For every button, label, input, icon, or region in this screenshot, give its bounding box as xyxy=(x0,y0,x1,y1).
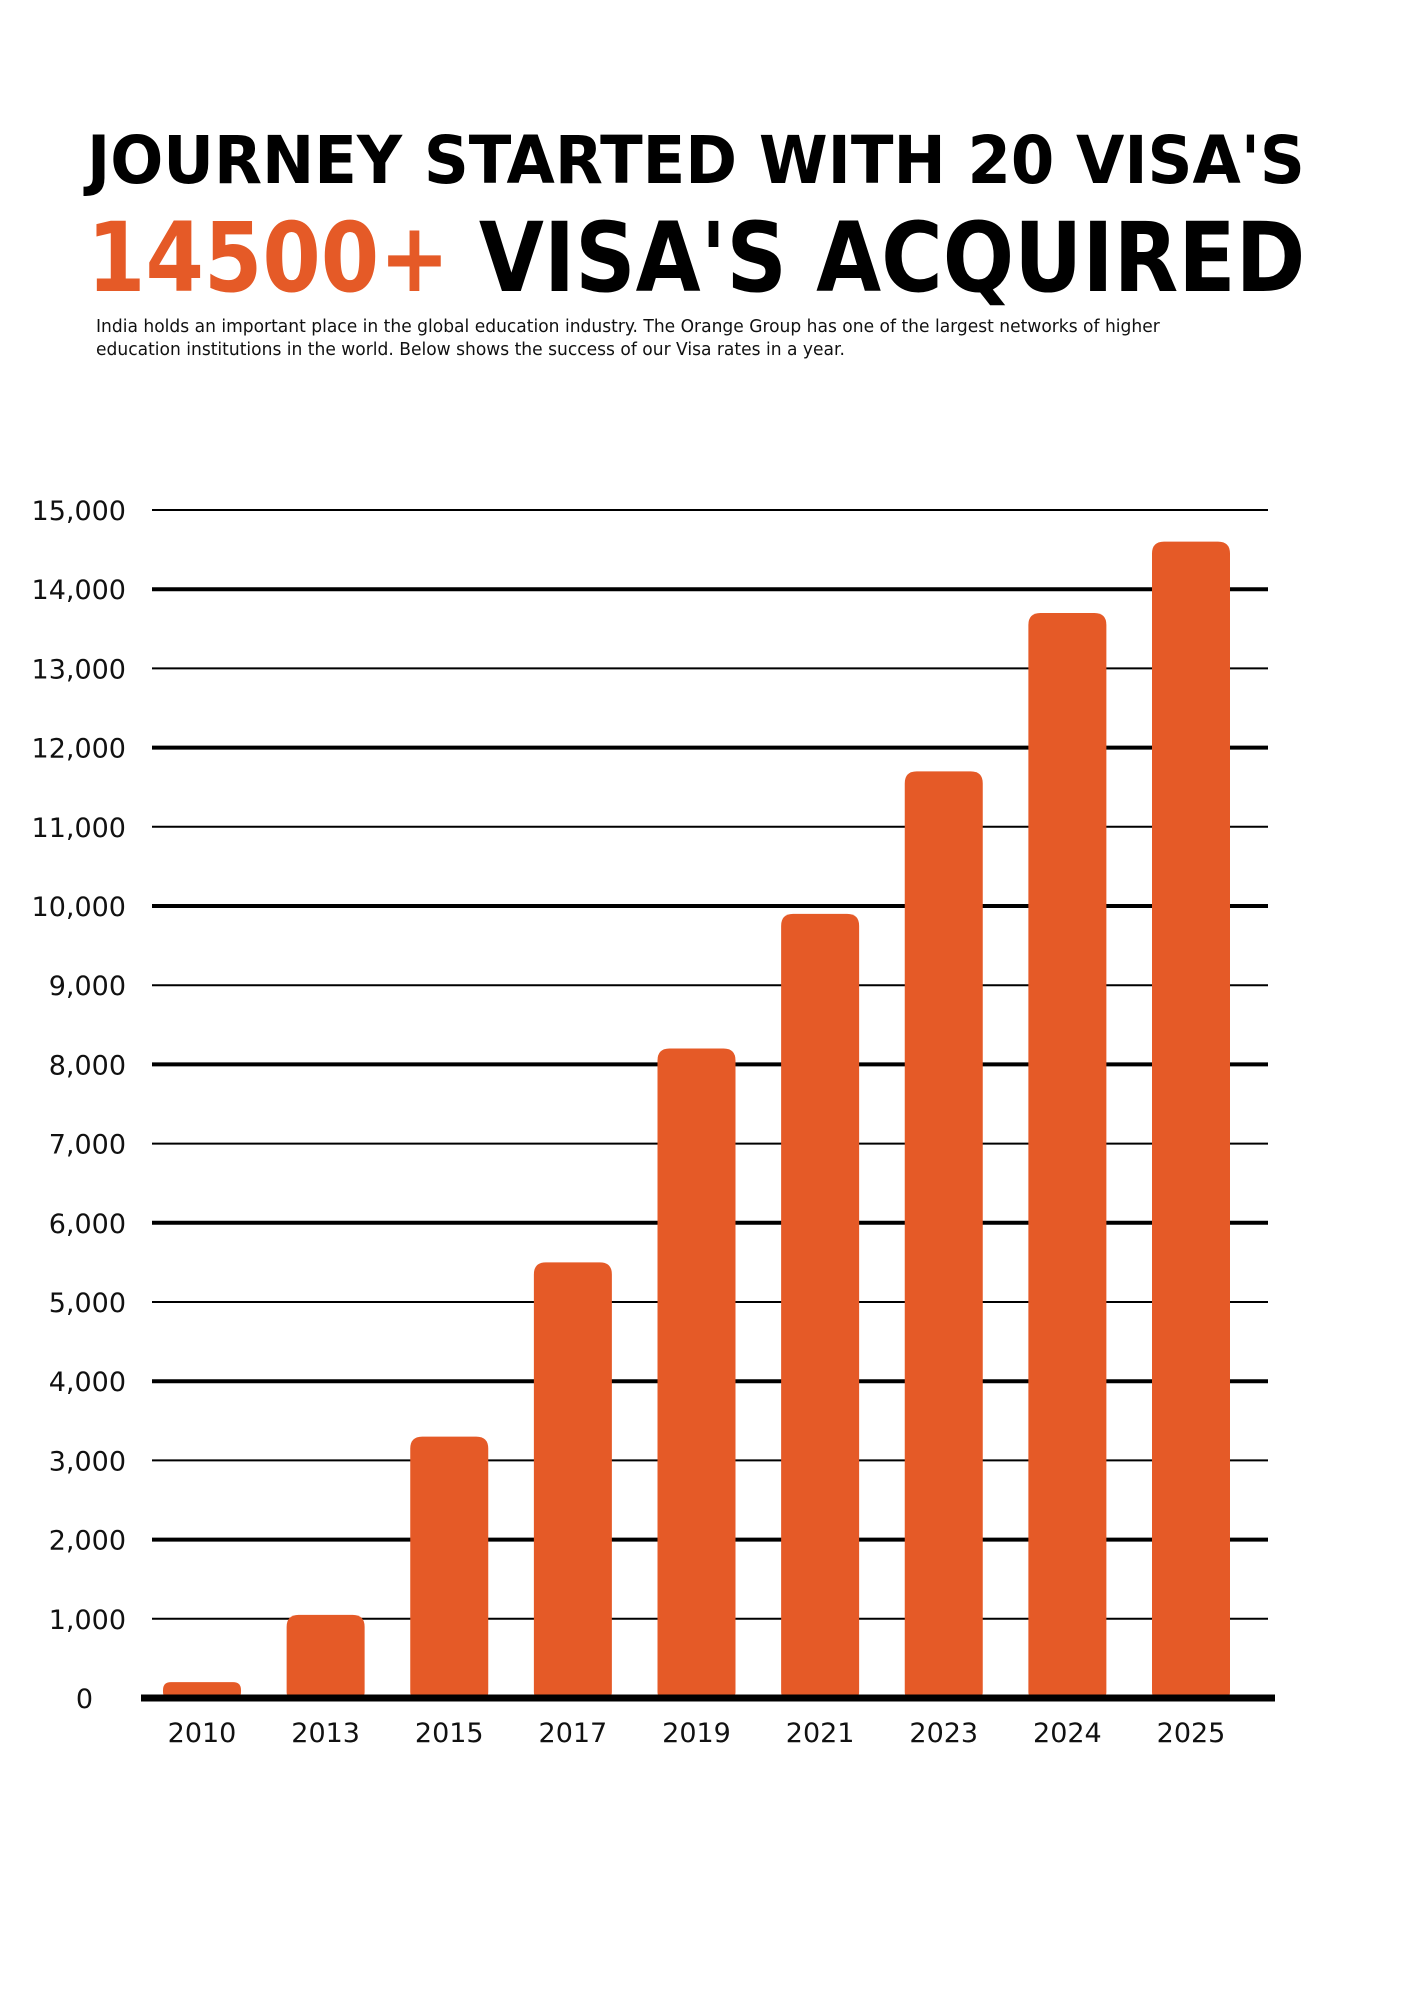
y-tick-label: 5,000 xyxy=(49,1288,126,1319)
x-tick-label: 2010 xyxy=(168,1718,237,1749)
headline-journey-text: JOURNEY STARTED WITH 20 VISA'S xyxy=(87,122,1305,199)
x-tick-label: 2023 xyxy=(909,1718,978,1749)
headline-acquired: 14500+ VISA'S ACQUIRED xyxy=(87,210,1305,306)
y-tick-label: 6,000 xyxy=(49,1209,126,1240)
description-paragraph: India holds an important place in the gl… xyxy=(96,316,1296,362)
x-tick-label: 2013 xyxy=(291,1718,360,1749)
x-tick-label: 2019 xyxy=(662,1718,731,1749)
x-tick-label: 2025 xyxy=(1157,1718,1226,1749)
bars xyxy=(163,541,1230,1699)
x-tick-label: 2017 xyxy=(539,1718,608,1749)
y-tick-label: 15,000 xyxy=(32,496,126,527)
bar-2023 xyxy=(904,771,983,1698)
bar-2021 xyxy=(781,913,860,1698)
x-axis-tick-labels: 2010 2013 2015 2017 2019 2021 2023 2024 2025 xyxy=(168,1718,1226,1749)
bar-2019 xyxy=(657,1048,736,1698)
y-tick-label: 0 xyxy=(76,1684,93,1715)
y-tick-label: 7,000 xyxy=(49,1130,126,1161)
bar-2025 xyxy=(1152,541,1230,1699)
description-line-2: education institutions in the world. Bel… xyxy=(96,340,845,360)
y-tick-label: 9,000 xyxy=(49,971,126,1002)
y-tick-label: 2,000 xyxy=(49,1526,126,1557)
y-tick-label: 8,000 xyxy=(49,1050,126,1081)
y-tick-label: 4,000 xyxy=(49,1367,126,1398)
bar-2013 xyxy=(286,1614,365,1698)
y-tick-label: 12,000 xyxy=(32,734,126,765)
description-line-1: India holds an important place in the gl… xyxy=(96,317,1160,337)
headline-count-highlight: 14500+ xyxy=(87,202,450,314)
y-tick-label: 14,000 xyxy=(32,575,126,606)
x-tick-label: 2015 xyxy=(415,1718,484,1749)
bar-2015 xyxy=(410,1436,489,1698)
y-axis-tick-labels: 0 1,000 2,000 3,000 4,000 5,000 6,000 7,000 8,00… xyxy=(32,496,126,1715)
y-tick-label: 11,000 xyxy=(32,813,126,844)
x-tick-label: 2024 xyxy=(1033,1718,1102,1749)
y-tick-label: 3,000 xyxy=(49,1446,126,1477)
y-tick-label: 1,000 xyxy=(49,1605,126,1636)
headline-acquired-text: VISA'S ACQUIRED xyxy=(449,202,1306,314)
y-tick-label: 10,000 xyxy=(32,892,126,923)
y-tick-label: 13,000 xyxy=(32,654,126,685)
x-tick-label: 2021 xyxy=(786,1718,855,1749)
headline-journey: JOURNEY STARTED WITH 20 VISA'S xyxy=(87,128,1305,194)
bar-2010 xyxy=(163,1682,241,1698)
bar-2017 xyxy=(533,1262,612,1698)
bar-2024 xyxy=(1028,612,1107,1699)
